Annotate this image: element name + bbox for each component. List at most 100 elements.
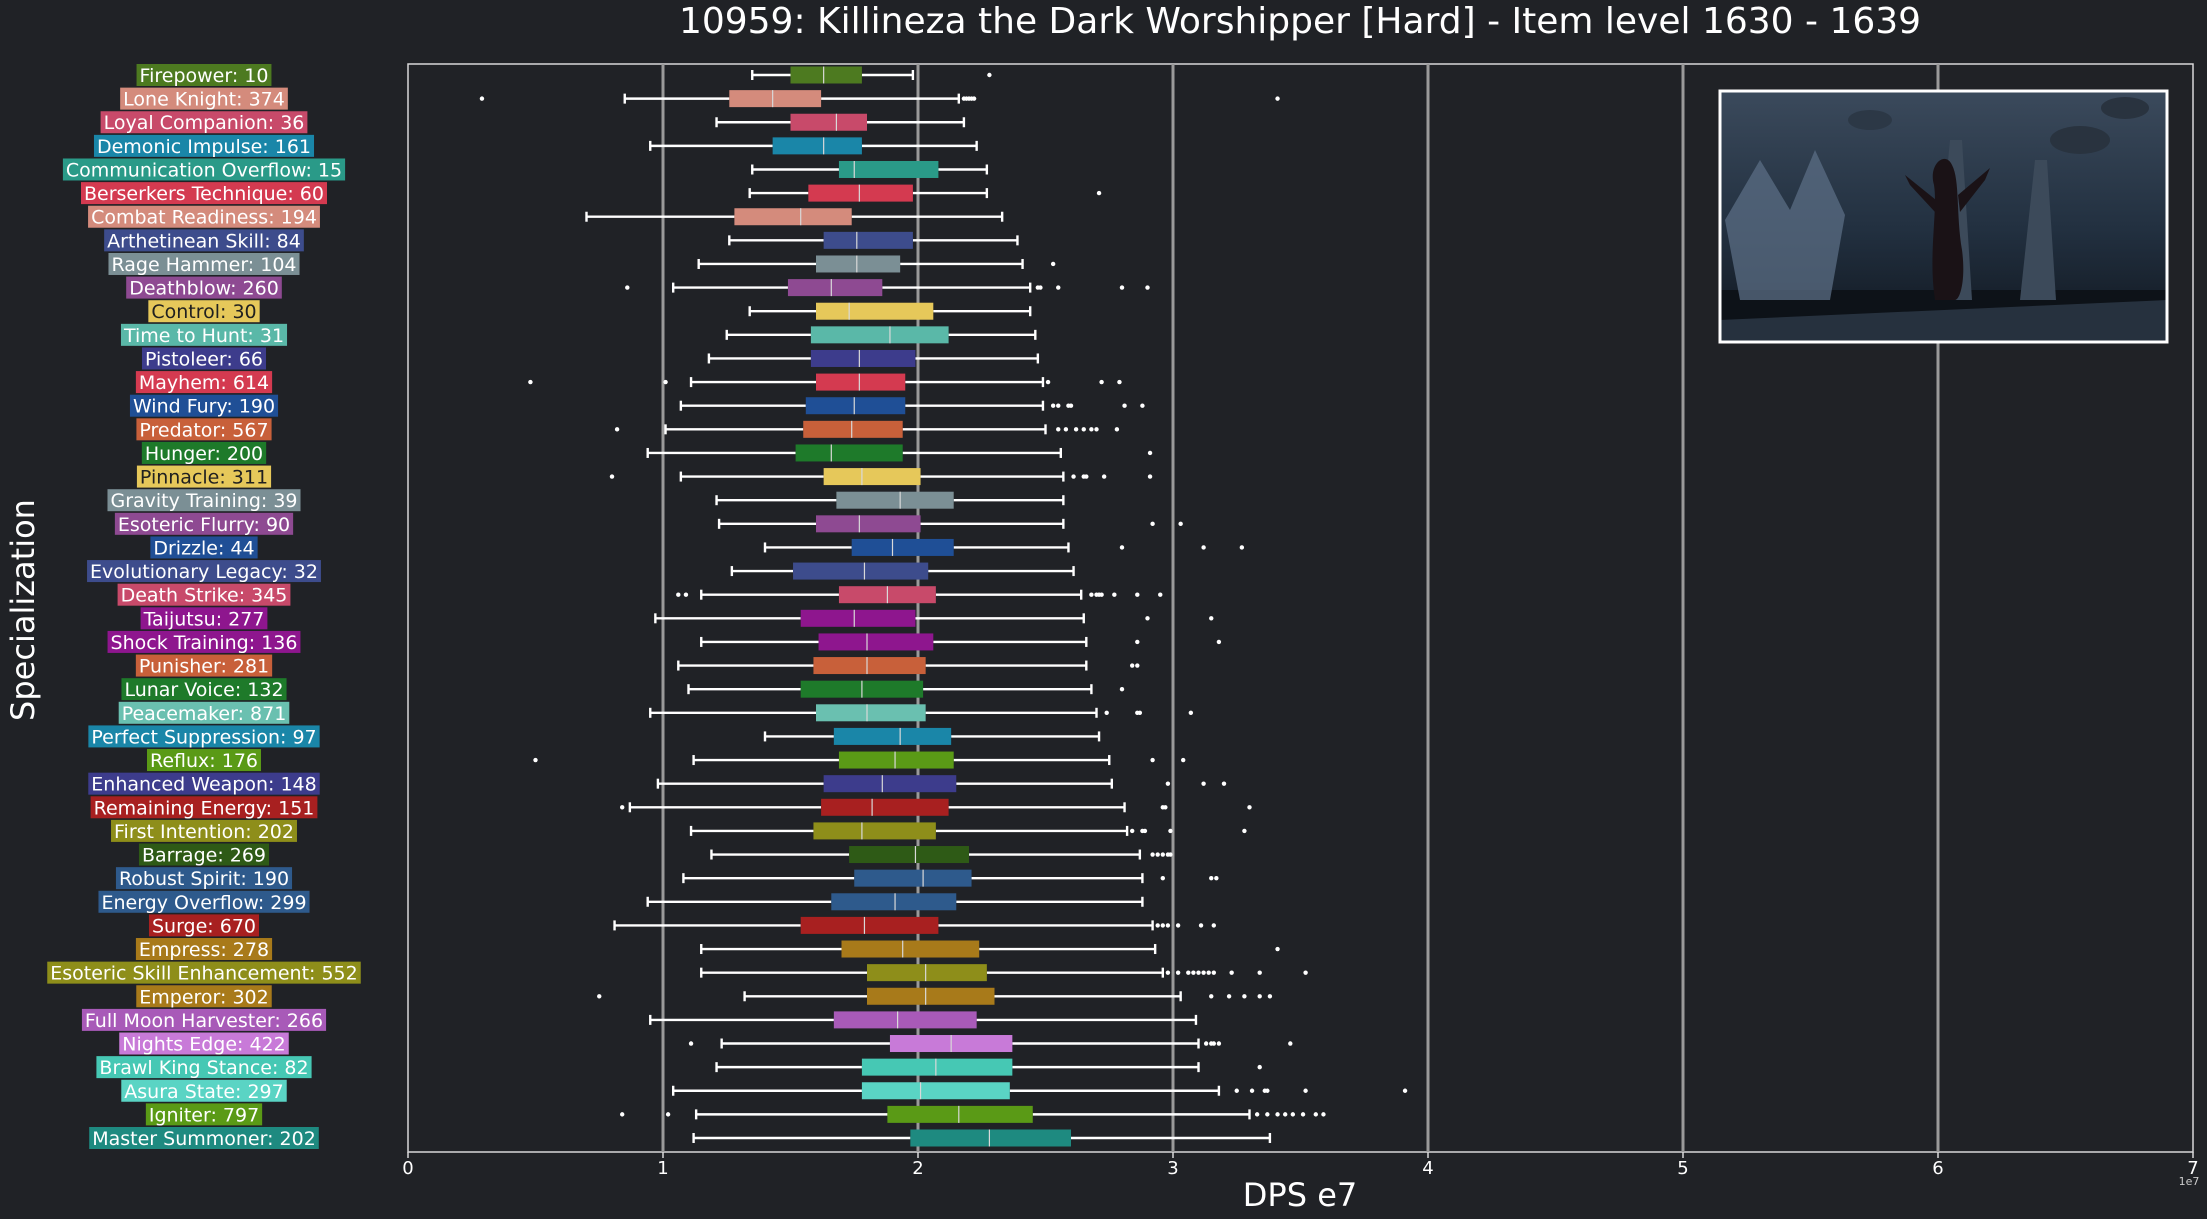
- outlier-point-0: [1257, 1064, 1262, 1070]
- outlier-point-6: [1094, 427, 1099, 432]
- outlier-point-8: [1158, 592, 1163, 597]
- outlier-point-3: [1084, 474, 1089, 479]
- box-row-17: [609, 468, 1153, 486]
- outlier-point-0: [597, 994, 602, 999]
- y-label-3: Demonic Impulse: 161: [93, 134, 315, 158]
- y-label-text: Predator: 567: [139, 419, 268, 441]
- outlier-point-3: [1265, 1112, 1270, 1117]
- outlier-point-0: [1155, 923, 1160, 928]
- iqr-box: [810, 326, 949, 344]
- outlier-point-3: [1191, 970, 1196, 975]
- box-row-7: [728, 231, 1019, 249]
- iqr-box: [793, 562, 929, 580]
- outlier-point-0: [1130, 663, 1135, 668]
- outlier-point-5: [1267, 994, 1273, 999]
- iqr-box: [836, 491, 954, 509]
- outlier-point-2: [1214, 875, 1219, 881]
- y-label-text: Pinnacle: 311: [140, 467, 268, 489]
- y-label-background: [88, 725, 320, 748]
- outlier-point-0: [1165, 970, 1171, 975]
- outlier-point-7: [1135, 592, 1140, 597]
- outlier-point-5: [1147, 474, 1153, 479]
- outlier-point-6: [1275, 96, 1280, 101]
- outlier-point-0: [1150, 852, 1155, 857]
- y-label-39: Emperor: 302: [136, 985, 272, 1008]
- x-axis-title: DPS e7: [1243, 1176, 1357, 1214]
- y-label-background: [81, 182, 327, 205]
- plot-frame: [407, 63, 2194, 1153]
- y-label-text: Brawl King Stance: 82: [99, 1057, 308, 1079]
- y-label-text: Communication Overflow: 15: [66, 159, 342, 181]
- outlier-point-0: [1096, 190, 1102, 196]
- y-label-background: [136, 985, 272, 1008]
- iqr-box: [805, 397, 906, 415]
- y-label-34: Robust Spirit: 190: [115, 867, 293, 890]
- outlier-point-0: [625, 285, 630, 290]
- y-label-background: [117, 583, 291, 606]
- y-label-text: Peacemaker: 871: [122, 703, 287, 725]
- outlier-point-0: [1119, 686, 1125, 692]
- outlier-point-3: [1211, 1041, 1217, 1046]
- outlier-point-1: [1056, 427, 1061, 432]
- outlier-point-1: [1178, 521, 1183, 527]
- outlier-point-0: [1135, 639, 1140, 645]
- box-row-42: [715, 1058, 1262, 1076]
- box-row-2: [715, 113, 966, 131]
- y-label-1: Lone Knight: 374: [120, 87, 288, 111]
- outlier-point-9: [1321, 1112, 1326, 1117]
- y-label-background: [135, 371, 273, 394]
- box-row-43: [672, 1082, 1408, 1100]
- y-label-background: [98, 890, 310, 913]
- y-label-background: [126, 276, 282, 299]
- outlier-point-5: [1089, 427, 1094, 432]
- outlier-point-0: [528, 379, 533, 385]
- box-row-33: [710, 846, 1173, 864]
- iqr-box: [813, 657, 926, 675]
- outlier-point-0: [1150, 521, 1155, 527]
- y-label-text: Punisher: 281: [139, 656, 269, 678]
- y-label-30: Enhanced Weapon: 148: [88, 772, 320, 796]
- y-label-31: Remaining Energy: 151: [90, 796, 318, 819]
- y-label-background: [62, 158, 346, 181]
- outlier-point-1: [1056, 403, 1061, 408]
- iqr-box: [787, 279, 883, 297]
- outlier-point-0: [1160, 875, 1166, 881]
- y-label-text: Gravity Training: 39: [110, 490, 297, 512]
- x-tick-label-0: 0: [402, 1158, 413, 1179]
- outlier-point-0: [620, 805, 625, 810]
- outlier-point-1: [1209, 994, 1214, 999]
- y-label-text: Berserkers Technique: 60: [84, 183, 324, 205]
- outlier-point-4: [1198, 923, 1204, 928]
- outlier-point-2: [1186, 970, 1191, 975]
- x-tick-label-7: 7: [2187, 1158, 2198, 1179]
- outlier-point-2: [1063, 427, 1069, 432]
- y-label-22: Death Strike: 345: [117, 583, 291, 607]
- box-row-22: [676, 586, 1163, 604]
- outlier-point-3: [1056, 285, 1061, 290]
- box-row-24: [700, 633, 1222, 651]
- outlier-point-3: [1188, 710, 1194, 715]
- box-row-12: [707, 349, 1040, 367]
- iqr-box: [818, 633, 934, 651]
- outlier-point-1: [683, 592, 689, 597]
- y-label-text: Wind Fury: 190: [133, 396, 275, 418]
- iqr-box: [821, 798, 949, 816]
- box-row-3: [649, 137, 978, 155]
- box-row-36: [613, 916, 1217, 934]
- outlier-point-4: [1122, 403, 1127, 408]
- iqr-box: [800, 609, 916, 627]
- chart-title: 10959: Killineza the Dark Worshipper [Ha…: [679, 1, 1921, 42]
- y-label-background: [47, 961, 361, 984]
- box-row-15: [614, 420, 1120, 438]
- y-label-14: Wind Fury: 190: [129, 394, 279, 418]
- y-label-19: Esoteric Flurry: 90: [114, 512, 294, 536]
- outlier-point-2: [1089, 592, 1094, 597]
- outlier-point-2: [1226, 994, 1232, 999]
- iqr-box: [861, 1058, 1013, 1076]
- box-row-20: [763, 538, 1245, 556]
- box-row-26: [687, 680, 1125, 698]
- outlier-point-4: [1275, 1112, 1280, 1117]
- y-label-6: Combat Readiness: 194: [88, 205, 320, 229]
- y-label-background: [136, 465, 272, 488]
